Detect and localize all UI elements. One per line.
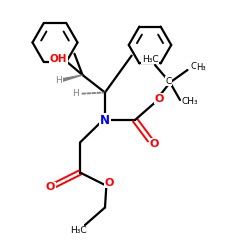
Text: H: H <box>72 89 79 98</box>
Text: O: O <box>46 182 55 192</box>
Text: N: N <box>100 114 110 126</box>
Text: H₃C: H₃C <box>70 226 87 235</box>
Text: OH: OH <box>50 54 67 64</box>
Text: C: C <box>166 77 172 86</box>
Text: H₃C: H₃C <box>142 55 158 64</box>
Text: O: O <box>154 94 164 104</box>
Text: H₃: H₃ <box>196 64 206 72</box>
Text: O: O <box>104 178 114 188</box>
Text: O: O <box>150 139 159 149</box>
Text: H: H <box>56 76 62 84</box>
Text: CH₃: CH₃ <box>181 98 198 106</box>
Text: C: C <box>191 62 197 71</box>
Polygon shape <box>62 75 82 81</box>
